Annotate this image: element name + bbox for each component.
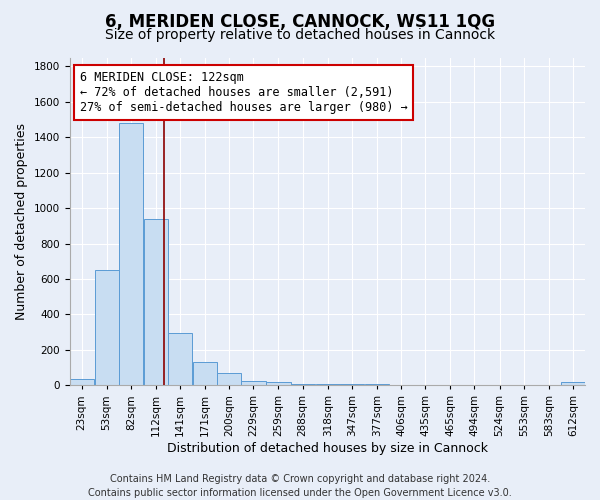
Text: Contains HM Land Registry data © Crown copyright and database right 2024.
Contai: Contains HM Land Registry data © Crown c… [88,474,512,498]
X-axis label: Distribution of detached houses by size in Cannock: Distribution of detached houses by size … [167,442,488,455]
Bar [119,123,143,386]
Bar [365,384,389,386]
Bar [70,379,94,386]
Bar [217,373,241,386]
Text: 6 MERIDEN CLOSE: 122sqm
← 72% of detached houses are smaller (2,591)
27% of semi: 6 MERIDEN CLOSE: 122sqm ← 72% of detache… [80,70,407,114]
Bar [290,384,315,386]
Bar [266,382,290,386]
Bar [241,381,266,386]
Text: 6, MERIDEN CLOSE, CANNOCK, WS11 1QG: 6, MERIDEN CLOSE, CANNOCK, WS11 1QG [105,12,495,30]
Bar [95,270,119,386]
Bar [316,384,340,386]
Y-axis label: Number of detached properties: Number of detached properties [15,123,28,320]
Bar [193,362,217,386]
Bar [340,384,364,386]
Bar [561,382,585,386]
Bar [168,333,192,386]
Text: Size of property relative to detached houses in Cannock: Size of property relative to detached ho… [105,28,495,42]
Bar [144,218,168,386]
